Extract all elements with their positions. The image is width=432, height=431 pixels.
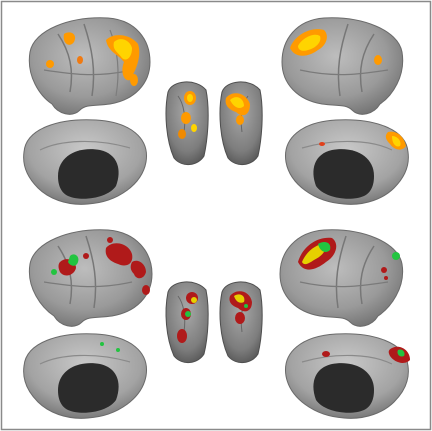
- figure-canvas: [0, 0, 432, 431]
- brain-activation-figure: [0, 0, 432, 431]
